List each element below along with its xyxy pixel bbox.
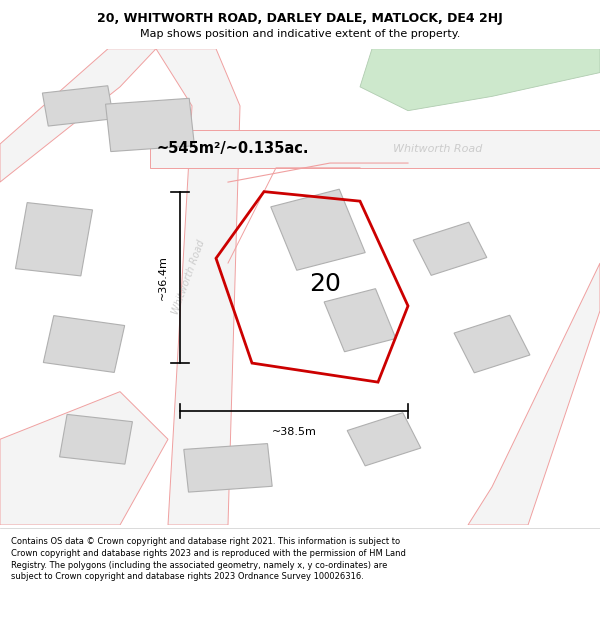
Polygon shape — [0, 49, 156, 182]
Polygon shape — [413, 222, 487, 276]
Text: 20: 20 — [309, 272, 341, 296]
Polygon shape — [271, 189, 365, 270]
Polygon shape — [468, 263, 600, 525]
Polygon shape — [347, 412, 421, 466]
Polygon shape — [43, 86, 113, 126]
Polygon shape — [324, 289, 396, 352]
Text: Contains OS data © Crown copyright and database right 2021. This information is : Contains OS data © Crown copyright and d… — [11, 537, 406, 581]
Polygon shape — [156, 49, 240, 525]
Polygon shape — [454, 315, 530, 373]
Text: Whitworth Road: Whitworth Road — [171, 239, 207, 316]
Polygon shape — [16, 202, 92, 276]
Polygon shape — [59, 414, 133, 464]
Polygon shape — [43, 316, 125, 372]
Polygon shape — [0, 392, 168, 525]
Text: ~38.5m: ~38.5m — [272, 428, 316, 438]
Polygon shape — [106, 98, 194, 152]
Text: Whitworth Road: Whitworth Road — [394, 144, 482, 154]
Text: Map shows position and indicative extent of the property.: Map shows position and indicative extent… — [140, 29, 460, 39]
Text: ~545m²/~0.135ac.: ~545m²/~0.135ac. — [156, 141, 308, 156]
Polygon shape — [184, 444, 272, 492]
Text: 20, WHITWORTH ROAD, DARLEY DALE, MATLOCK, DE4 2HJ: 20, WHITWORTH ROAD, DARLEY DALE, MATLOCK… — [97, 12, 503, 25]
Polygon shape — [150, 130, 600, 168]
Polygon shape — [360, 49, 600, 111]
Text: ~36.4m: ~36.4m — [158, 255, 168, 300]
